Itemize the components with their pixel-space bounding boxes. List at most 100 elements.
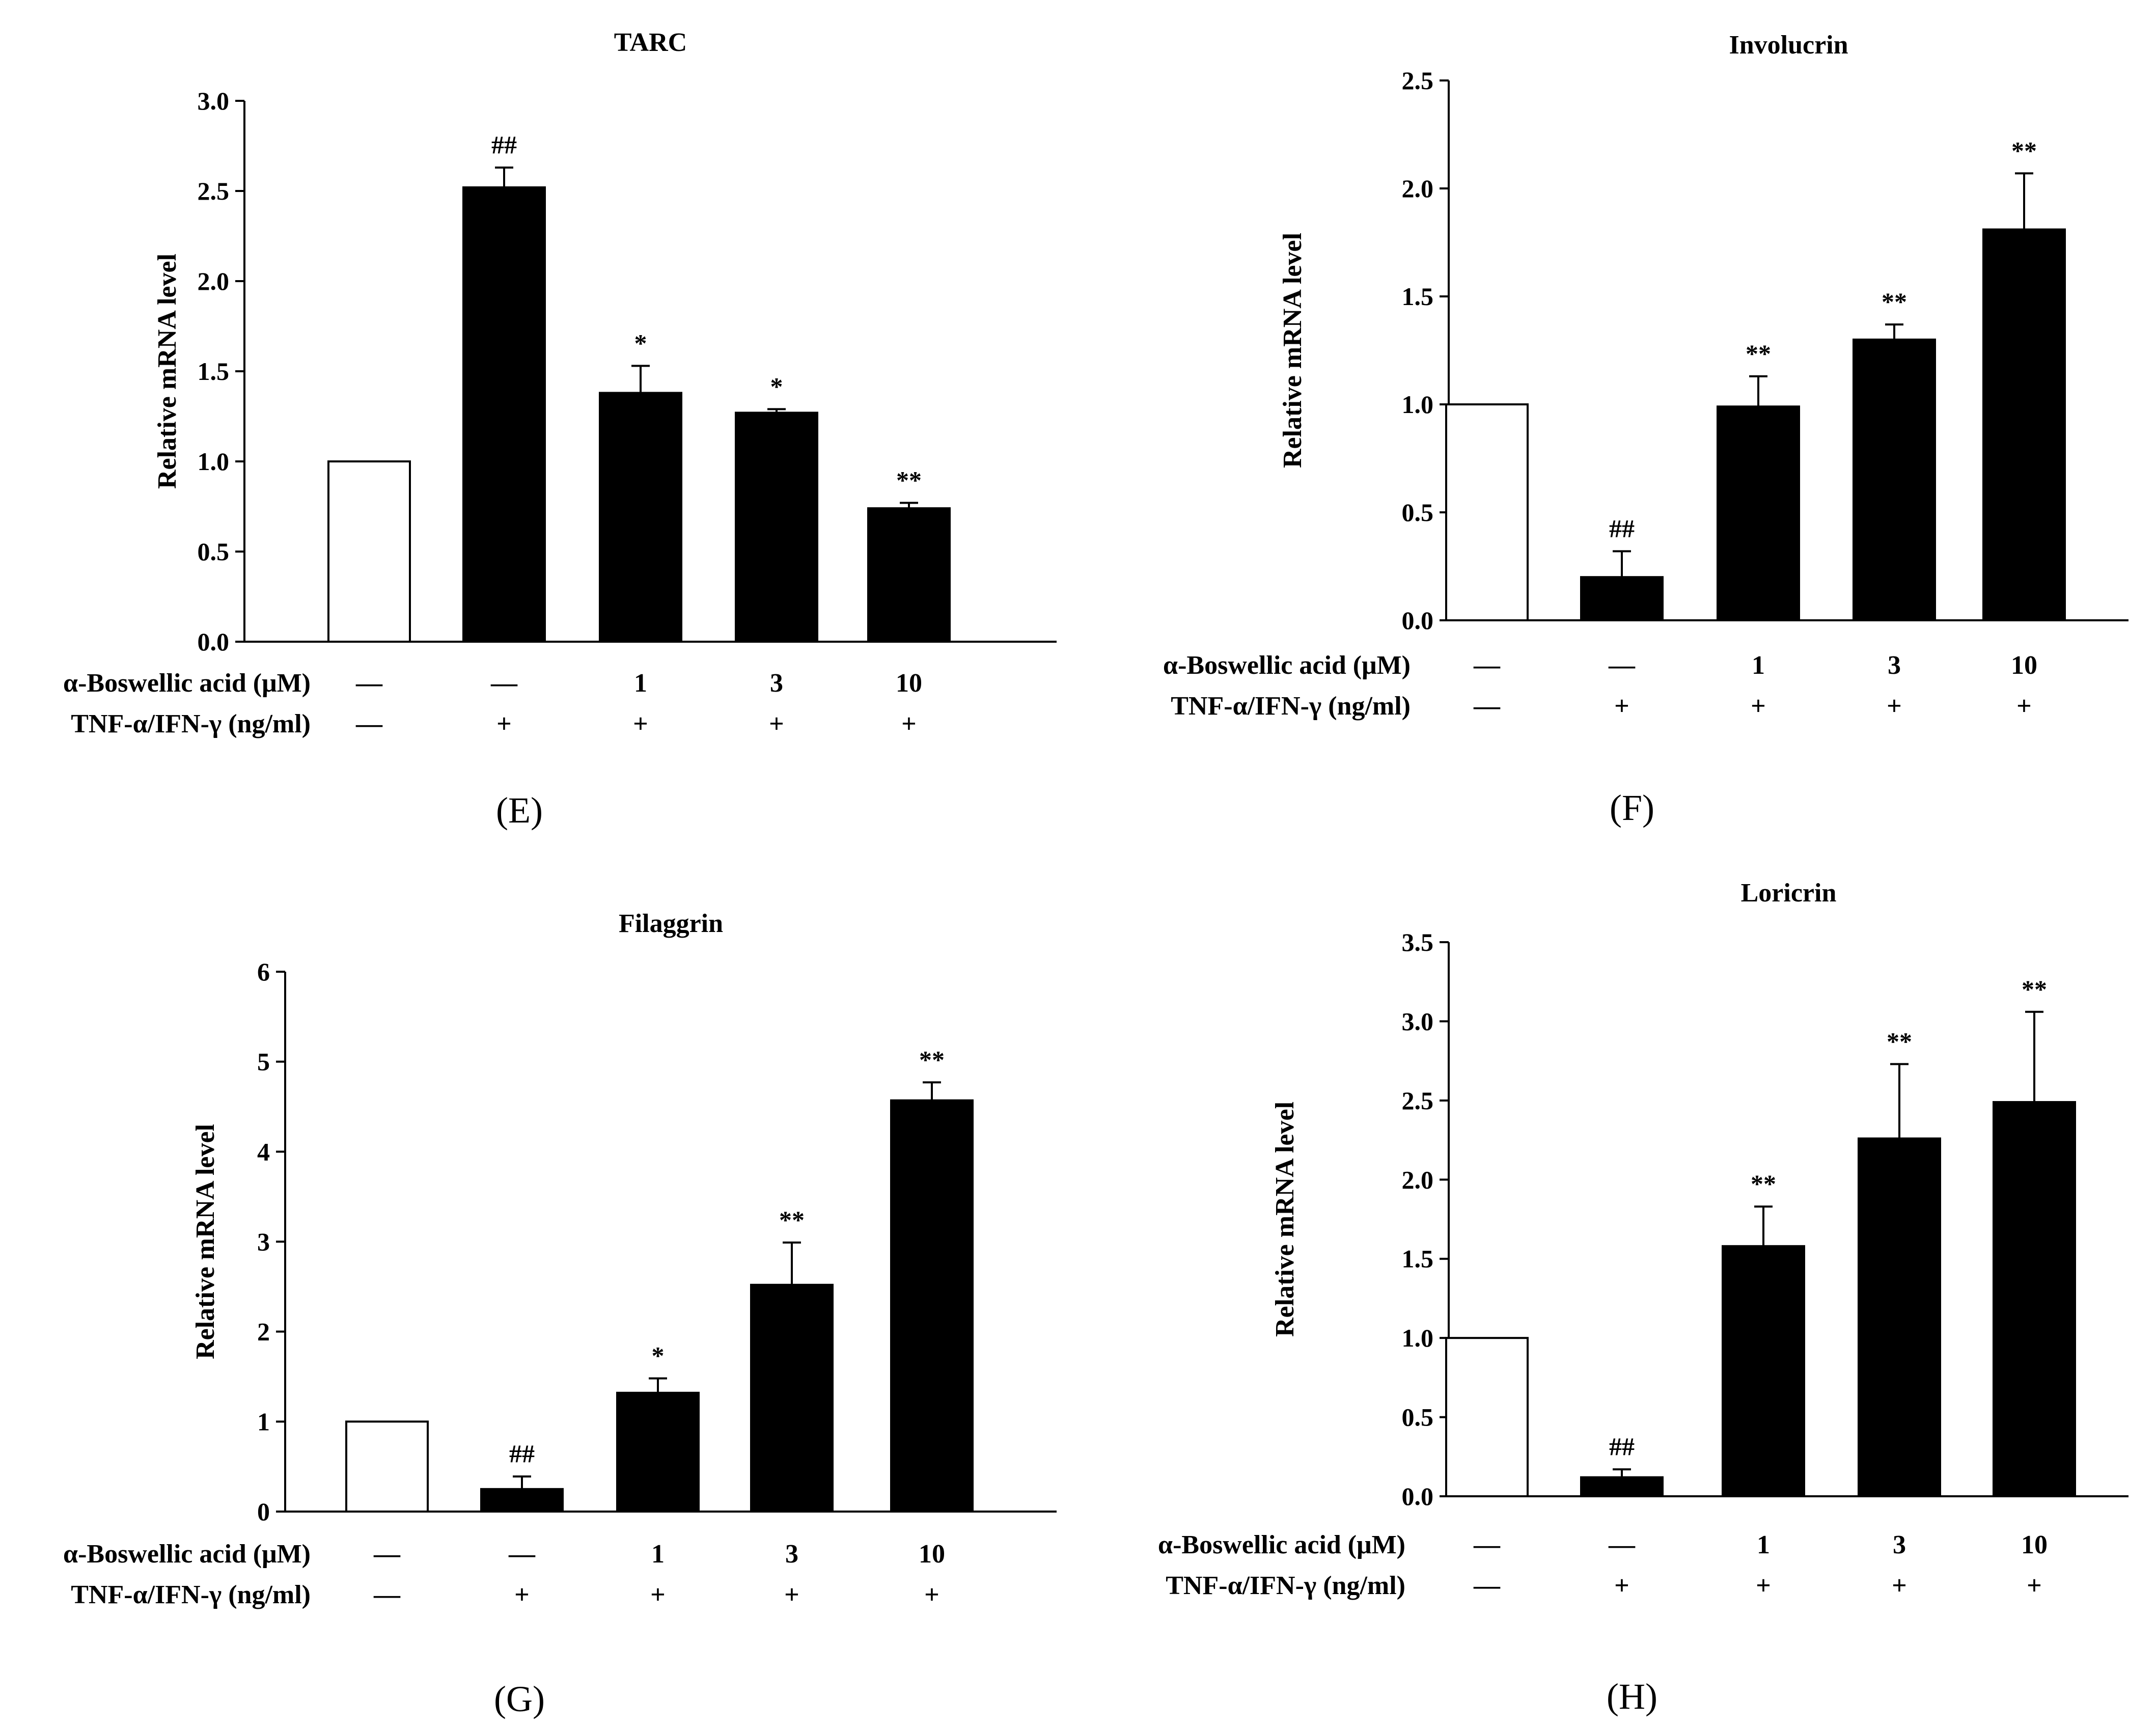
loricrin-boswellic-row-label: α-Boswellic acid (μM) bbox=[1158, 1530, 1405, 1559]
involucrin-tnf-value: + bbox=[2016, 692, 2032, 721]
tarc-bar bbox=[867, 507, 951, 643]
involucrin-boswellic-value: — bbox=[1473, 651, 1501, 680]
filaggrin-bar bbox=[890, 1099, 974, 1513]
tarc-tnf-value: + bbox=[496, 709, 512, 738]
tarc-boswellic-value: 3 bbox=[770, 669, 783, 698]
panel-involucrin: Involucrin 0.0 0.5 1.0 1.5 2.0 2.5 Relative mRN… bbox=[1163, 31, 2129, 828]
involucrin-boswellic-value: — bbox=[1608, 651, 1636, 680]
loricrin-tnf-value: + bbox=[1892, 1571, 1907, 1600]
tarc-title: TARC bbox=[614, 28, 687, 57]
loricrin-bar bbox=[1722, 1245, 1805, 1497]
tarc-boswellic-value: — bbox=[490, 669, 518, 698]
panel-loricrin: Loricrin 0.0 0.5 1.0 1.5 2.0 2.5 3.0 3.5 Relative… bbox=[1158, 879, 2129, 1717]
filaggrin-tnf-value: + bbox=[924, 1580, 939, 1609]
involucrin-panel-label: (F) bbox=[1610, 787, 1654, 828]
filaggrin-y-tick-label: 3 bbox=[257, 1227, 270, 1256]
filaggrin-tnf-row-label: TNF-α/IFN-γ (ng/ml) bbox=[71, 1580, 311, 1609]
tarc-tnf-value: + bbox=[633, 709, 648, 738]
involucrin-significance-label: ** bbox=[2011, 136, 2037, 164]
tarc-bar bbox=[735, 412, 818, 643]
involucrin-tnf-value: + bbox=[1614, 692, 1629, 721]
loricrin-tnf-value: + bbox=[1756, 1571, 1771, 1600]
involucrin-y-tick-label: 2.5 bbox=[1402, 66, 1434, 95]
panel-tarc: TARC 0.0 0.5 1.0 1.5 2.0 2.5 3.0 Relative mRNA l… bbox=[63, 28, 1057, 831]
involucrin-tnf-row-label: TNF-α/IFN-γ (ng/ml) bbox=[1171, 692, 1411, 721]
filaggrin-y-axis-label: Relative mRNA level bbox=[191, 1124, 220, 1359]
involucrin-significance-label: ** bbox=[1746, 339, 1771, 368]
loricrin-bar bbox=[1580, 1476, 1664, 1497]
filaggrin-boswellic-value: 10 bbox=[919, 1540, 945, 1569]
filaggrin-panel-label: (G) bbox=[494, 1679, 545, 1719]
involucrin-significance-label: ** bbox=[1882, 287, 1907, 316]
loricrin-boswellic-value: 3 bbox=[1893, 1530, 1906, 1559]
tarc-boswellic-value: 1 bbox=[634, 669, 647, 698]
tarc-significance-label: ## bbox=[491, 130, 517, 159]
tarc-boswellic-value: — bbox=[355, 669, 383, 698]
filaggrin-significance-label: ** bbox=[779, 1205, 805, 1234]
loricrin-y-tick-label: 0.0 bbox=[1402, 1482, 1434, 1511]
tarc-y-axis-label: Relative mRNA level bbox=[153, 254, 182, 489]
tarc-y-tick-label: 2.0 bbox=[198, 267, 230, 295]
loricrin-panel-label: (H) bbox=[1607, 1676, 1657, 1717]
tarc-bar bbox=[327, 460, 411, 643]
panel-filaggrin: Filaggrin 0 1 2 3 4 5 6 Relative mRNA level — — ## —… bbox=[63, 909, 1057, 1719]
filaggrin-bar bbox=[480, 1488, 564, 1513]
filaggrin-title: Filaggrin bbox=[619, 909, 723, 938]
tarc-bar bbox=[462, 186, 546, 643]
filaggrin-y-tick-label: 1 bbox=[257, 1407, 270, 1436]
filaggrin-bar bbox=[616, 1391, 700, 1513]
tarc-y-tick-label: 3.0 bbox=[198, 87, 230, 115]
involucrin-y-tick-label: 2.0 bbox=[1402, 174, 1434, 203]
involucrin-bar bbox=[1717, 405, 1800, 621]
involucrin-boswellic-value: 10 bbox=[2011, 651, 2037, 680]
loricrin-tnf-row-label: TNF-α/IFN-γ (ng/ml) bbox=[1166, 1571, 1405, 1600]
involucrin-boswellic-row-label: α-Boswellic acid (μM) bbox=[1163, 651, 1411, 680]
involucrin-boswellic-value: 3 bbox=[1888, 651, 1901, 680]
loricrin-y-tick-label: 2.5 bbox=[1402, 1086, 1434, 1115]
filaggrin-boswellic-value: — bbox=[373, 1540, 401, 1569]
filaggrin-bar bbox=[345, 1420, 429, 1513]
tarc-boswellic-row-label: α-Boswellic acid (μM) bbox=[63, 669, 311, 698]
tarc-tnf-value: — bbox=[355, 709, 383, 738]
tarc-y-tick-label: 0.5 bbox=[198, 537, 230, 566]
tarc-bar bbox=[599, 392, 682, 643]
involucrin-title: Involucrin bbox=[1729, 31, 1848, 60]
filaggrin-tnf-value: — bbox=[373, 1580, 401, 1609]
tarc-significance-label: * bbox=[770, 372, 783, 400]
loricrin-y-tick-label: 1.0 bbox=[1402, 1324, 1434, 1352]
filaggrin-boswellic-value: — bbox=[508, 1540, 536, 1569]
loricrin-tnf-value: + bbox=[2027, 1571, 2042, 1600]
involucrin-bar bbox=[1445, 403, 1529, 621]
loricrin-boswellic-value: — bbox=[1608, 1530, 1636, 1559]
tarc-panel-label: (E) bbox=[496, 790, 543, 831]
tarc-significance-label: ** bbox=[896, 465, 922, 494]
filaggrin-boswellic-value: 1 bbox=[651, 1540, 665, 1569]
filaggrin-boswellic-value: 3 bbox=[785, 1540, 798, 1569]
loricrin-y-tick-label: 2.0 bbox=[1402, 1165, 1434, 1194]
filaggrin-significance-label: ** bbox=[919, 1045, 945, 1074]
loricrin-tnf-value: — bbox=[1473, 1571, 1501, 1600]
involucrin-y-tick-label: 0.5 bbox=[1402, 498, 1434, 527]
loricrin-significance-label: ** bbox=[1751, 1169, 1776, 1198]
tarc-tnf-value: + bbox=[769, 709, 784, 738]
tarc-tnf-value: + bbox=[901, 709, 917, 738]
loricrin-tnf-value: + bbox=[1614, 1571, 1629, 1600]
loricrin-significance-label: ## bbox=[1609, 1432, 1635, 1461]
loricrin-y-tick-label: 1.5 bbox=[1402, 1245, 1434, 1273]
filaggrin-tnf-value: + bbox=[784, 1580, 799, 1609]
loricrin-bar bbox=[1993, 1101, 2076, 1498]
tarc-y-tick-label: 1.0 bbox=[198, 447, 230, 476]
involucrin-boswellic-value: 1 bbox=[1752, 651, 1765, 680]
involucrin-bar bbox=[1853, 338, 1936, 621]
tarc-y-tick-label: 1.5 bbox=[198, 357, 230, 386]
loricrin-boswellic-value: 1 bbox=[1757, 1530, 1770, 1559]
filaggrin-tnf-value: + bbox=[514, 1580, 530, 1609]
loricrin-y-tick-label: 3.5 bbox=[1402, 928, 1434, 956]
loricrin-significance-label: ** bbox=[1887, 1027, 1912, 1055]
loricrin-bar bbox=[1858, 1137, 1941, 1498]
filaggrin-y-tick-label: 2 bbox=[257, 1318, 270, 1346]
filaggrin-tnf-value: + bbox=[650, 1580, 666, 1609]
filaggrin-bar bbox=[750, 1283, 834, 1513]
involucrin-tnf-value: + bbox=[1751, 692, 1766, 721]
